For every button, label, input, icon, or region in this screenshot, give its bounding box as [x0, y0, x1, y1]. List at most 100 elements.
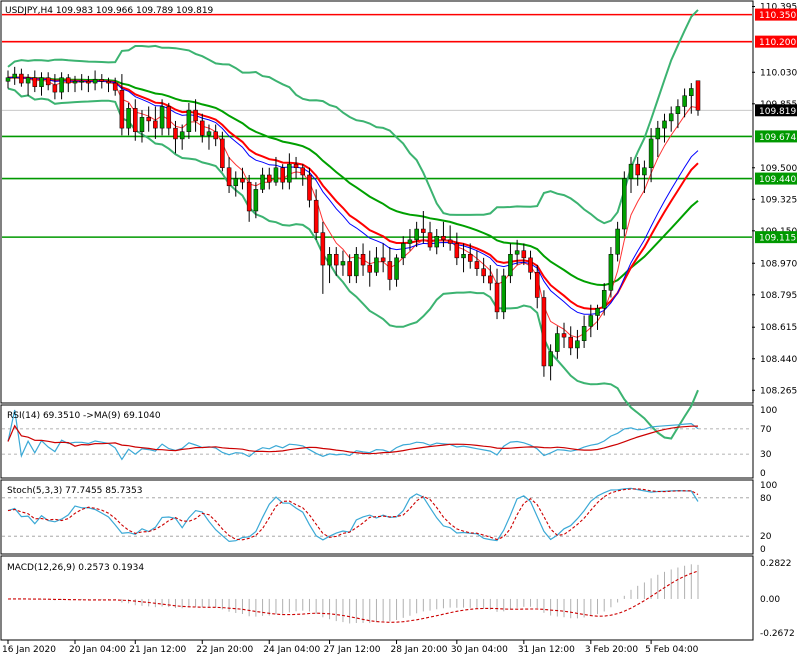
candle-body — [635, 163, 640, 176]
candle-body — [394, 257, 399, 280]
candle-body — [313, 199, 319, 233]
symbol-header: USDJPY,H4 109.983 109.966 109.789 109.81… — [5, 6, 214, 16]
candle-body — [267, 174, 272, 183]
candle-body — [548, 351, 553, 367]
price-tick-label: 108.795 — [760, 291, 797, 301]
candle-body — [501, 275, 506, 313]
rsi-indicator: 100 70 30 0 — [2, 406, 777, 479]
macd-signal-line — [7, 570, 699, 623]
candle-body — [179, 131, 185, 140]
price-tag-label: 109.674 — [759, 133, 796, 143]
moving-averages — [7, 75, 699, 338]
candle-body — [595, 308, 600, 316]
candle-body — [173, 127, 178, 140]
rsi-ma-line — [7, 424, 699, 455]
candle-body — [622, 178, 627, 230]
candle-body — [220, 138, 225, 169]
candle-body — [568, 336, 573, 349]
candle-body — [575, 340, 580, 349]
candle-body — [581, 326, 587, 341]
rsi-tick-label: 0 — [760, 469, 766, 479]
candle-body — [52, 84, 58, 93]
price-tick-label: 109.500 — [760, 164, 797, 174]
candle-body — [226, 167, 232, 187]
price-tick-label: 108.440 — [760, 355, 797, 365]
candle-body — [354, 254, 359, 277]
candle-body — [186, 109, 192, 132]
candle-body — [655, 127, 661, 140]
candle-body — [39, 77, 44, 87]
candle-body — [481, 268, 486, 277]
candle-body — [86, 81, 91, 84]
time-tick-label: 21 Jan 12:00 — [129, 645, 186, 655]
price-tag — [755, 130, 797, 143]
candle-body — [528, 257, 533, 273]
price-tick-label: 108.615 — [760, 323, 797, 333]
candle-body — [280, 167, 285, 183]
price-tag-label: 109.819 — [759, 107, 796, 117]
candle-body — [32, 77, 38, 87]
candle-body — [488, 275, 493, 284]
candle-body — [434, 235, 439, 248]
price-axis: 110.395110.030109.855109.500109.325109.1… — [752, 3, 797, 396]
candle-body — [521, 250, 527, 259]
candle-body — [561, 333, 567, 338]
candle-body — [689, 88, 694, 96]
rsi-tick-label: 70 — [760, 425, 772, 435]
candle-body — [407, 239, 413, 244]
candle-body — [72, 81, 78, 84]
candle-body — [139, 117, 145, 132]
candle-body — [421, 228, 426, 233]
price-tick-label: 108.970 — [760, 259, 797, 269]
price-tag — [755, 35, 797, 48]
candle-body — [461, 254, 466, 259]
candle-body — [119, 90, 125, 129]
candle-body — [106, 81, 111, 84]
candle-body — [320, 232, 326, 266]
candle-body — [213, 131, 218, 140]
candle-body — [662, 120, 667, 129]
ma-line-0 — [7, 76, 699, 287]
candle-body — [648, 138, 654, 169]
macd-tick-label: 0.00 — [760, 595, 780, 605]
candle-body — [615, 228, 620, 255]
candle-body — [675, 106, 681, 114]
candle-body — [79, 81, 84, 83]
candle-body — [474, 261, 480, 269]
stoch-k-line — [7, 487, 699, 543]
candle-body — [494, 282, 500, 313]
candle-body — [441, 235, 446, 241]
candle-body — [287, 163, 292, 183]
rsi-tick-label: 30 — [760, 450, 772, 460]
price-tag — [755, 231, 797, 244]
price-tag-label: 109.115 — [759, 234, 796, 244]
candle-body — [92, 79, 98, 84]
time-tick-label: 31 Jan 12:00 — [518, 645, 575, 655]
candle-body — [682, 95, 687, 107]
price-tick-label: 110.030 — [760, 68, 797, 78]
candle-body — [534, 272, 540, 298]
candle-body — [200, 120, 205, 136]
candle-body — [327, 254, 332, 266]
candle-body — [246, 181, 252, 212]
macd-indicator: 0.2822 0.00 -0.2672 — [7, 559, 795, 639]
stoch-tick-label: 0 — [760, 545, 766, 555]
candles — [5, 66, 701, 381]
macd-tick-label: -0.2672 — [760, 629, 795, 639]
rsi-line — [7, 409, 699, 461]
candle-body — [400, 243, 406, 259]
candle-body — [374, 257, 379, 273]
candle-body — [427, 232, 433, 248]
candle-body — [467, 254, 473, 262]
candle-body — [25, 77, 31, 84]
time-tick-label: 28 Jan 20:00 — [391, 645, 448, 655]
candle-body — [12, 73, 17, 78]
candle-body — [454, 243, 460, 259]
candle-body — [233, 178, 239, 187]
candle-body — [347, 261, 352, 277]
candle-body — [66, 77, 71, 84]
candle-body — [628, 163, 634, 179]
bollinger-upper — [7, 9, 699, 225]
price-tag — [755, 104, 797, 117]
